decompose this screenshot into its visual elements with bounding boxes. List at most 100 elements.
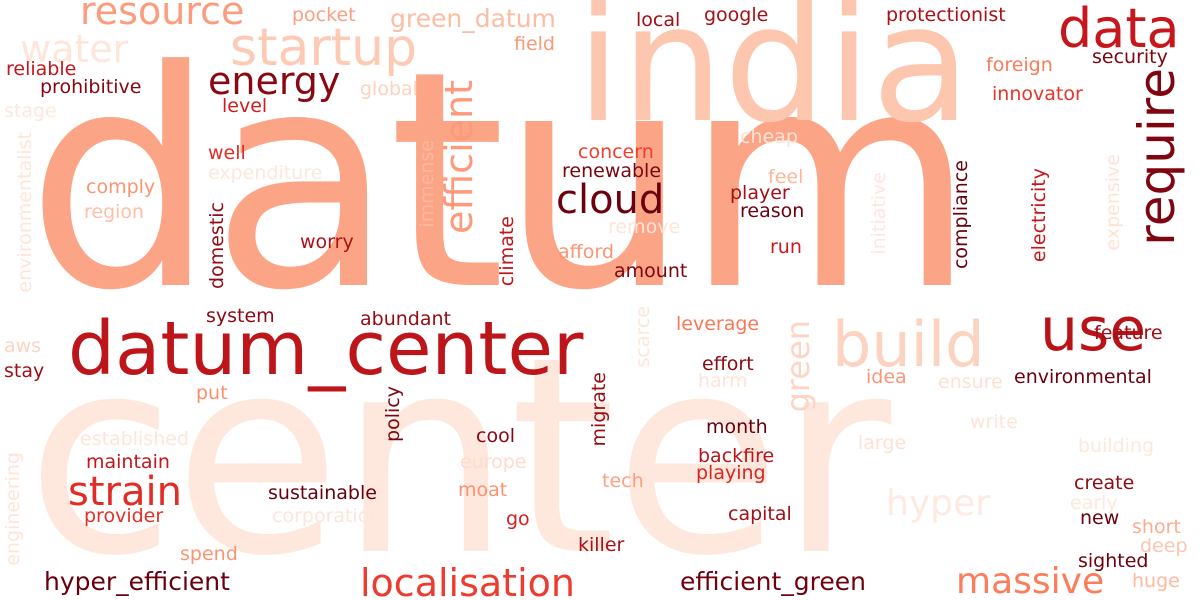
word-green-datum: green_datum — [390, 4, 556, 33]
word-security: security — [1092, 46, 1168, 68]
word-spend: spend — [180, 543, 238, 565]
word-building: building — [1078, 435, 1155, 457]
word-remove: remove — [608, 216, 681, 238]
word-ensure: ensure — [938, 371, 1003, 393]
word-put: put — [196, 382, 228, 404]
word-write: write — [970, 411, 1018, 433]
word-domestic: domestic — [206, 202, 228, 289]
word-compliance: compliance — [950, 160, 972, 270]
word-startup: startup — [230, 18, 418, 78]
word-harm: harm — [698, 370, 748, 392]
word-reason: reason — [740, 200, 805, 222]
word-region: region — [84, 201, 145, 223]
word-efficient-green: efficient_green — [680, 567, 866, 596]
word-initiative: initiative — [868, 172, 890, 255]
word-backfire: backfire — [698, 445, 775, 467]
word-massive: massive — [956, 561, 1105, 600]
word-create: create — [1074, 472, 1135, 494]
word-require: require — [1128, 68, 1186, 246]
word-engineering: engineering — [2, 452, 24, 566]
word-large: large — [858, 432, 907, 454]
word-playing: playing — [696, 462, 766, 484]
word-migrate: migrate — [588, 372, 610, 447]
word-sighted: sighted — [1078, 550, 1149, 572]
word-google: google — [704, 4, 769, 26]
word-immense: immense — [416, 140, 438, 228]
word-green: green — [779, 320, 817, 413]
word-resource: resource — [80, 0, 245, 33]
word-moat: moat — [458, 479, 508, 501]
word-afford: afford — [558, 241, 614, 263]
word-established: established — [80, 428, 189, 450]
word-provider: provider — [84, 505, 164, 527]
word-foreign: foreign — [986, 54, 1053, 76]
word-climate: climate — [496, 216, 518, 287]
word-energy: energy — [208, 59, 341, 103]
word-abundant: abundant — [360, 308, 451, 330]
word-player: player — [730, 182, 790, 204]
word-killer: killer — [578, 534, 625, 556]
word-prohibitive: prohibitive — [40, 76, 142, 98]
word-field: field — [514, 33, 555, 55]
word-cool: cool — [476, 425, 515, 447]
word-hyper-efficient: hyper_efficient — [44, 567, 230, 596]
word-environmentalist: environmentalist — [14, 132, 36, 293]
word-well: well — [208, 142, 246, 164]
word-strain: strain — [68, 469, 182, 515]
word-month: month — [706, 416, 768, 438]
word-global: global — [360, 78, 418, 100]
word-pocket: pocket — [292, 4, 356, 26]
word-concern: concern — [578, 141, 654, 163]
word-amount: amount — [614, 260, 688, 282]
word-protectionist: protectionist — [886, 4, 1006, 26]
word-corporation: corporation — [272, 505, 382, 527]
word-cloud: cloud — [556, 177, 665, 223]
word-india: india — [576, 0, 971, 159]
word-feature: feature — [1094, 322, 1163, 344]
word-tech: tech — [602, 470, 644, 492]
word-expensive: expensive — [1102, 154, 1124, 251]
word-maintain: maintain — [86, 451, 170, 473]
word-stage: stage — [4, 100, 57, 122]
word-effort: effort — [702, 353, 754, 375]
word-water: water — [20, 27, 129, 71]
word-environmental: environmental — [1014, 366, 1152, 388]
word-new: new — [1080, 507, 1120, 529]
word-expenditure: expenditure — [208, 162, 323, 184]
word-localisation: localisation — [360, 561, 575, 600]
word-feel: feel — [768, 166, 804, 188]
word-sustainable: sustainable — [268, 482, 377, 504]
word-efficient: efficient — [437, 80, 481, 234]
word-stay: stay — [4, 360, 45, 382]
word-data: data — [1058, 0, 1180, 60]
word-level: level — [222, 95, 268, 117]
word-center: center — [26, 300, 891, 600]
word-system: system — [206, 305, 275, 327]
word-local: local — [636, 9, 681, 31]
word-aws: aws — [4, 335, 42, 357]
word-deep: deep — [1140, 535, 1188, 557]
word-early: early — [1070, 492, 1118, 514]
word-capital: capital — [728, 503, 792, 525]
word-hyper: hyper — [886, 483, 990, 524]
word-build: build — [832, 308, 985, 381]
word-idea: idea — [866, 366, 907, 388]
word-scarce: scarce — [632, 306, 654, 368]
word-innovator: innovator — [992, 83, 1083, 105]
word-electricity: electricity — [1028, 168, 1050, 263]
word-use: use — [1040, 295, 1147, 365]
word-datum-center: datum_center — [68, 306, 584, 392]
word-datum: datum — [26, 7, 976, 356]
word-cheap: cheap — [740, 126, 798, 148]
word-europe: europe — [460, 451, 527, 473]
word-worry: worry — [300, 231, 354, 253]
word-renewable: renewable — [562, 160, 662, 182]
word-short: short — [1132, 516, 1181, 538]
word-run: run — [770, 236, 802, 258]
word-leverage: leverage — [676, 313, 760, 335]
word-go: go — [506, 508, 530, 530]
word-reliable: reliable — [6, 58, 77, 80]
word-comply: comply — [86, 176, 156, 198]
word-huge: huge — [1132, 570, 1180, 592]
